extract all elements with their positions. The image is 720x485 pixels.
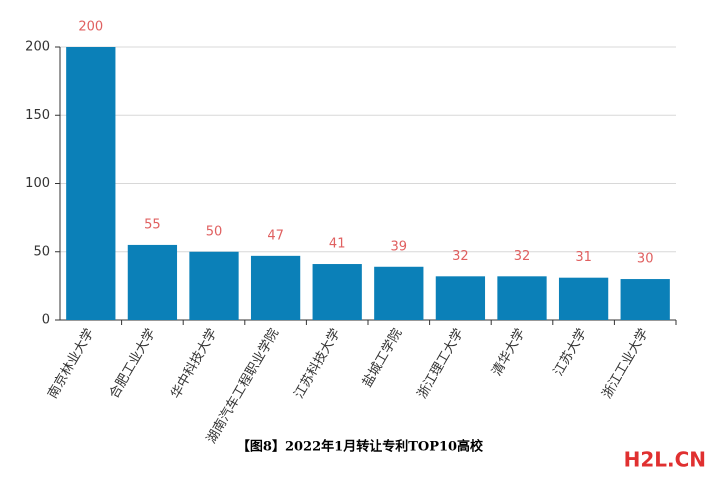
value-label: 55	[144, 217, 161, 232]
watermark: H2L.CN	[624, 448, 706, 472]
bar	[558, 277, 609, 320]
x-tick-label: 清华大学	[489, 326, 529, 379]
bar	[127, 244, 178, 320]
value-label: 30	[637, 252, 654, 267]
y-tick-label: 150	[25, 108, 50, 123]
value-label: 31	[575, 250, 592, 265]
y-tick-label: 100	[25, 176, 50, 191]
value-label: 32	[452, 249, 469, 264]
bar	[250, 255, 301, 320]
x-tick-label: 湖南汽车工程职业学院	[203, 326, 282, 447]
y-tick-label: 200	[25, 40, 50, 55]
x-tick-label: 南京林业大学	[44, 326, 97, 402]
bar	[374, 266, 424, 320]
bar	[435, 276, 486, 320]
x-tick-label: 华中科技大学	[168, 326, 221, 402]
bar	[66, 47, 116, 320]
x-tick-label: 浙江工业大学	[599, 326, 652, 402]
value-label: 39	[391, 239, 408, 254]
bar	[312, 264, 362, 320]
x-tick-label: 盐城工学院	[359, 326, 405, 390]
bar	[189, 251, 239, 320]
value-label: 47	[267, 228, 284, 243]
y-tick-label: 0	[42, 313, 50, 328]
value-label: 50	[206, 224, 223, 239]
value-label: 41	[329, 237, 346, 252]
y-tick-label: 50	[33, 244, 50, 259]
value-label: 32	[514, 249, 531, 264]
caption: 【图8】2022年1月转让专利TOP10高校	[237, 439, 484, 455]
bar	[620, 279, 670, 320]
x-tick-label: 浙江理工大学	[414, 326, 467, 402]
x-tick-label: 江苏大学	[550, 326, 590, 379]
value-label: 200	[78, 20, 103, 35]
x-tick-label: 合肥工业大学	[106, 326, 159, 402]
x-tick-label: 江苏科技大学	[291, 326, 344, 402]
bar	[497, 276, 547, 320]
